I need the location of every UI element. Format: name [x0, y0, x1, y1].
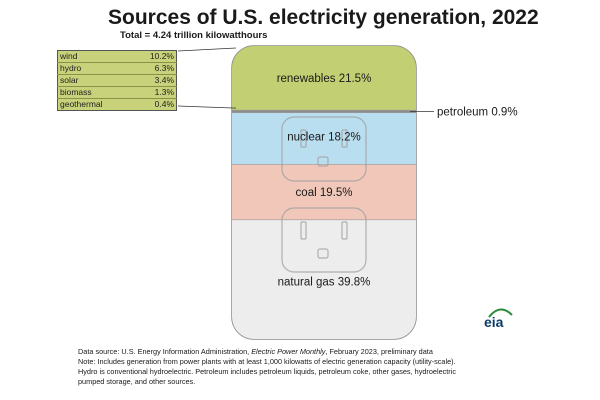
breakdown-source: solar — [60, 75, 79, 85]
breakdown-source: biomass — [60, 87, 92, 97]
chart-subtitle: Total = 4.24 trillion kilowatthours — [120, 30, 268, 41]
chart-svg: renewables 21.5% nuclear 18.2% coal 19.5% n… — [177, 45, 518, 340]
segment-label-coal: coal 19.5% — [296, 187, 353, 199]
breakdown-connector-top — [177, 47, 237, 52]
note-line-3: pumped storage, and other sources. — [78, 377, 196, 386]
renewables-breakdown-table: wind 10.2% hydro 6.3% solar 3.4% biomass 1.3% ge… — [57, 50, 177, 111]
source-line: Data source: U.S. Energy Information Adm… — [78, 347, 548, 357]
notes-block: Data source: U.S. Energy Information Adm… — [78, 347, 548, 387]
note-line-1: Note: Includes generation from power pla… — [78, 357, 456, 366]
segment-natural-gas — [232, 219, 416, 339]
chart-title: Sources of U.S. electricity generation, … — [108, 6, 539, 29]
breakdown-source: hydro — [60, 63, 82, 73]
segment-label-natural-gas: natural gas 39.8% — [278, 276, 371, 288]
segment-petroleum — [232, 110, 416, 113]
segment-label-renewables: renewables 21.5% — [277, 73, 372, 85]
breakdown-row-solar: solar 3.4% — [57, 75, 177, 87]
note-line-2: Hydro is conventional hydroelectric. Pet… — [78, 367, 457, 376]
source-suffix: , February 2023, preliminary data — [325, 347, 433, 356]
source-prefix: Data source: U.S. Energy Information Adm… — [78, 347, 252, 356]
breakdown-source: geothermal — [60, 99, 103, 109]
breakdown-value: 1.3% — [154, 87, 174, 97]
breakdown-value: 6.3% — [154, 63, 174, 73]
segment-label-nuclear: nuclear 18.2% — [287, 132, 361, 144]
segment-coal — [232, 164, 416, 220]
breakdown-row-geothermal: geothermal 0.4% — [58, 99, 177, 111]
breakdown-row-hydro: hydro 6.3% — [57, 63, 177, 75]
source-publication: Electric Power Monthly — [251, 347, 326, 356]
breakdown-value: 10.2% — [149, 51, 174, 61]
breakdown-row-biomass: biomass 1.3% — [57, 87, 177, 99]
outlet-icon — [281, 116, 367, 273]
eia-logo: eia — [484, 314, 504, 330]
breakdown-source: wind — [60, 51, 78, 61]
breakdown-value: 0.4% — [154, 99, 174, 109]
breakdown-row-wind: wind 10.2% — [57, 51, 177, 63]
eia-logo-arc — [488, 308, 513, 318]
segment-nuclear — [232, 112, 416, 165]
segment-renewables — [232, 46, 416, 111]
breakdown-value: 3.4% — [154, 75, 174, 85]
segment-label-petroleum: petroleum 0.9% — [437, 106, 518, 118]
breakdown-connector-bottom — [177, 105, 237, 109]
